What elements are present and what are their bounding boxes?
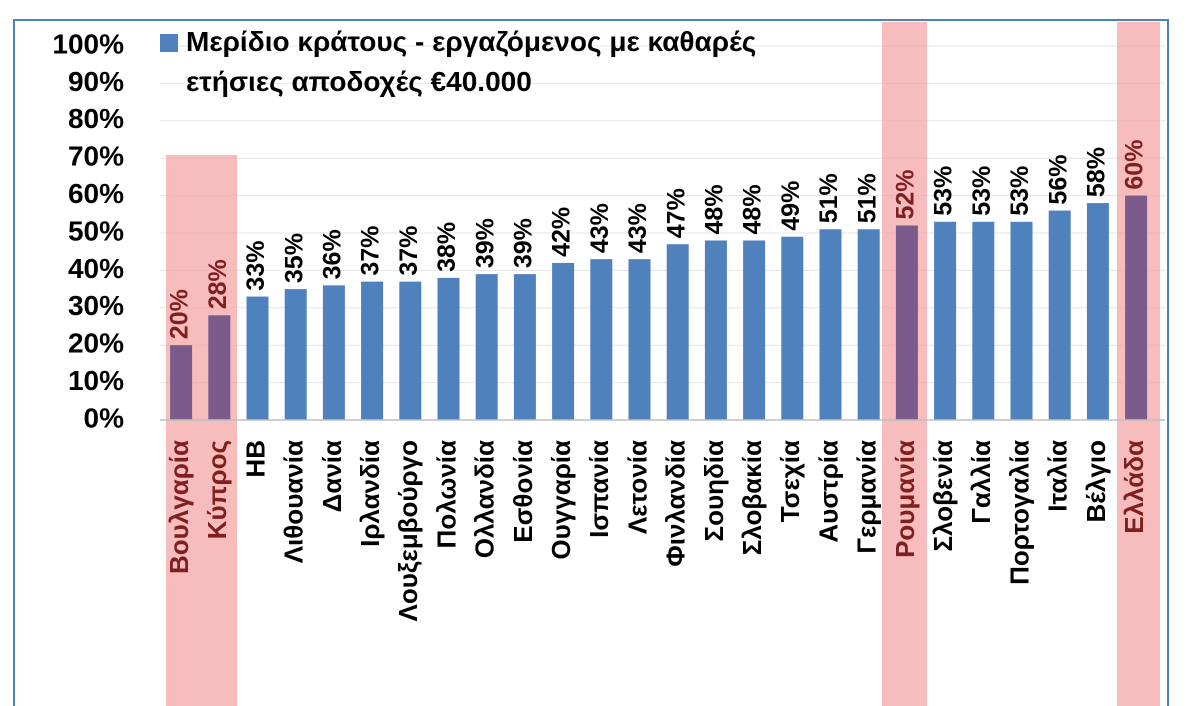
bar (666, 244, 689, 420)
x-tick-label: Λετονία (622, 440, 652, 534)
x-tick-label: Ολλανδία (470, 440, 500, 558)
data-label: 47% (662, 188, 690, 238)
bar (743, 240, 766, 420)
x-tick-label: Κύπρος (202, 440, 232, 539)
bar (1010, 221, 1033, 420)
bar (437, 277, 460, 420)
x-tick-label: Εσθονία (508, 440, 538, 543)
x-tick-label: Λιθουανία (279, 440, 309, 563)
bar (895, 225, 918, 420)
data-label: 38% (433, 222, 461, 272)
y-tick-label: 80% (68, 103, 124, 134)
bar (819, 229, 842, 420)
data-label: 56% (1044, 155, 1072, 205)
x-tick-label: Ισπανία (584, 440, 614, 538)
y-tick-label: 70% (68, 141, 124, 172)
data-label: 51% (853, 173, 881, 223)
x-tick-label: Ιρλανδία (355, 440, 385, 547)
data-label: 35% (280, 233, 308, 283)
bar (972, 221, 995, 420)
x-tick-label: Ουγγαρία (546, 440, 576, 560)
y-tick-label: 30% (68, 290, 124, 321)
x-tick-label: Σλοβακία (737, 440, 767, 555)
y-tick-label: 90% (68, 66, 124, 97)
data-label: 20% (166, 289, 194, 339)
bar (513, 274, 536, 420)
legend: Μερίδιο κράτους - εργαζόμενος με καθαρές… (160, 22, 780, 102)
bar (552, 262, 575, 420)
bar (322, 285, 345, 420)
bar (284, 289, 307, 420)
bar (1125, 195, 1148, 420)
data-label: 52% (892, 169, 920, 219)
bar (704, 240, 727, 420)
y-tick-label: 40% (68, 253, 124, 284)
data-label: 53% (968, 166, 996, 216)
x-tick-label: Ιταλία (1043, 440, 1073, 512)
bar (934, 221, 957, 420)
x-tick-label: Ελλάδα (1119, 440, 1149, 534)
x-tick-label: Ρουμανία (890, 440, 920, 558)
data-label: 39% (471, 218, 499, 268)
x-tick-label: Γερμανία (852, 440, 882, 554)
data-label: 43% (624, 203, 652, 253)
x-tick-label: Φινλανδία (661, 440, 691, 567)
data-label: 28% (204, 259, 232, 309)
data-label: 58% (1083, 147, 1111, 197)
x-tick-label: Πολωνία (431, 440, 461, 548)
bar (170, 345, 193, 420)
bar (399, 281, 422, 420)
data-label: 48% (701, 184, 729, 234)
x-tick-label: Βέλγιο (1081, 440, 1111, 523)
data-label: 48% (739, 184, 767, 234)
data-label: 49% (777, 181, 805, 231)
data-label: 53% (930, 166, 958, 216)
data-label: 43% (586, 203, 614, 253)
data-label: 42% (548, 207, 576, 257)
x-tick-label: Γαλλία (966, 440, 996, 524)
legend-swatch (160, 34, 178, 52)
legend-label: Μερίδιο κράτους - εργαζόμενος με καθαρές… (186, 26, 757, 97)
x-tick-label: Πορτογαλία (1004, 440, 1034, 585)
data-label: 39% (510, 218, 538, 268)
bar (857, 229, 880, 420)
y-tick-label: 0% (84, 402, 125, 433)
x-tick-label: Λουξεμβούργο (393, 440, 423, 622)
bar (475, 274, 498, 420)
x-tick-label: Δανία (317, 440, 347, 512)
bar (628, 259, 651, 420)
x-tick-label: Τσεχία (775, 440, 805, 522)
bar (1048, 210, 1071, 420)
data-label: 60% (1121, 140, 1149, 190)
y-tick-label: 50% (68, 215, 124, 246)
bar (208, 315, 231, 420)
highlight-band (166, 155, 237, 706)
data-label: 37% (395, 226, 423, 276)
frame (13, 19, 1169, 706)
bar (246, 296, 269, 420)
bar (590, 259, 613, 420)
bar (781, 236, 804, 420)
y-tick-label: 100% (52, 28, 124, 59)
x-tick-label: Σουηδία (699, 440, 729, 541)
data-label: 36% (319, 229, 347, 279)
y-tick-label: 20% (68, 328, 124, 359)
data-label: 53% (1006, 166, 1034, 216)
x-tick-label: Βουλγαρία (164, 440, 194, 574)
x-tick-label: Σλοβενία (928, 440, 958, 552)
x-tick-label: Αυστρία (813, 440, 843, 543)
bar (1086, 203, 1109, 420)
y-tick-label: 60% (68, 178, 124, 209)
data-label: 37% (357, 226, 385, 276)
bar (361, 281, 384, 420)
y-tick-label: 10% (68, 365, 124, 396)
data-label: 33% (242, 241, 270, 291)
x-tick-label: ΗΒ (240, 440, 270, 478)
data-label: 51% (815, 173, 843, 223)
